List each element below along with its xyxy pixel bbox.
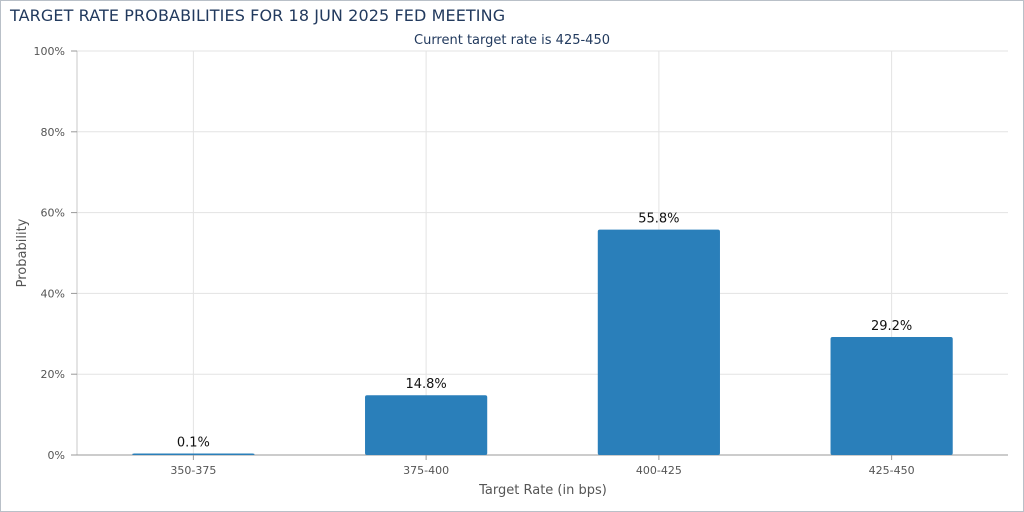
chart-subtitle: Current target rate is 425-450 xyxy=(414,33,610,48)
bar-value-labels: 0.1% 14.8% 55.8% 29.2% xyxy=(177,212,912,451)
bar-350-375 xyxy=(132,453,255,455)
x-axis-ticks: 350-375 375-400 400-425 425-450 xyxy=(170,455,915,477)
bar-value-label: 55.8% xyxy=(638,212,679,227)
y-tick-label: 100% xyxy=(34,45,65,58)
x-tick-label: 375-400 xyxy=(403,464,449,477)
y-tick-label: 80% xyxy=(41,126,65,139)
bar-400-425 xyxy=(597,229,720,455)
chart-title: TARGET RATE PROBABILITIES FOR 18 JUN 202… xyxy=(10,6,506,25)
x-tick-label: 350-375 xyxy=(170,464,216,477)
y-tick-label: 40% xyxy=(41,287,65,300)
y-tick-label: 60% xyxy=(41,207,65,220)
y-tick-label: 20% xyxy=(41,368,65,381)
bar-425-450 xyxy=(830,337,953,455)
x-tick-label: 400-425 xyxy=(636,464,682,477)
y-axis-ticks: 0% 20% 40% 60% 80% 100% xyxy=(34,45,77,462)
y-axis-label: Probability xyxy=(15,218,30,287)
bar-value-label: 29.2% xyxy=(871,319,912,334)
y-tick-label: 0% xyxy=(48,449,65,462)
bars xyxy=(132,229,953,455)
bar-value-label: 14.8% xyxy=(405,377,446,392)
bar-value-label: 0.1% xyxy=(177,436,210,451)
x-axis-label: Target Rate (in bps) xyxy=(478,483,607,498)
x-tick-label: 425-450 xyxy=(869,464,915,477)
bar-375-400 xyxy=(365,395,488,455)
